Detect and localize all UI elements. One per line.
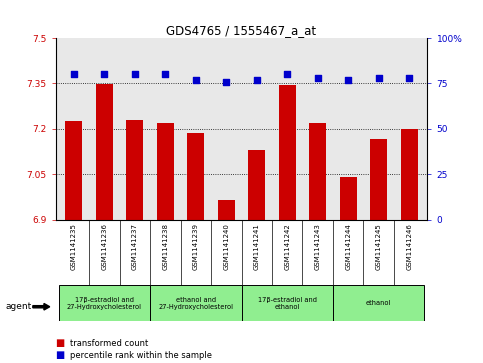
Point (100, 72, 108, 77)
Text: GSM1141244: GSM1141244 (345, 223, 351, 270)
Point (222, 79, 230, 85)
Bar (340, 177, 356, 220)
Point (161, 72, 169, 77)
Bar (96, 84, 113, 220)
Text: agent: agent (6, 302, 32, 311)
Point (284, 72, 291, 77)
Text: GSM1141241: GSM1141241 (254, 223, 260, 270)
Bar (279, 85, 296, 220)
Bar (218, 200, 235, 220)
Point (253, 77, 261, 83)
Text: GSM1141245: GSM1141245 (376, 223, 382, 270)
Text: GSM1141237: GSM1141237 (132, 223, 138, 270)
Point (375, 75, 383, 81)
Bar (127, 121, 143, 220)
Bar (370, 139, 387, 220)
Bar (242, 285, 333, 321)
Point (192, 77, 199, 83)
Point (405, 75, 413, 81)
Point (344, 77, 352, 83)
Point (131, 72, 139, 77)
Text: transformed count: transformed count (70, 339, 148, 347)
Text: GSM1141236: GSM1141236 (101, 223, 107, 270)
Bar (333, 285, 425, 321)
Bar (248, 150, 265, 220)
Text: GSM1141246: GSM1141246 (406, 223, 412, 270)
Text: GSM1141240: GSM1141240 (223, 223, 229, 270)
Point (314, 75, 322, 81)
Text: ■: ■ (56, 350, 65, 360)
Bar (309, 123, 326, 220)
Text: ethanol: ethanol (366, 300, 391, 306)
Text: percentile rank within the sample: percentile rank within the sample (70, 351, 212, 359)
Text: GSM1141242: GSM1141242 (284, 223, 290, 270)
Bar (187, 134, 204, 220)
Text: GSM1141235: GSM1141235 (71, 223, 77, 270)
Bar (58, 285, 150, 321)
Bar (401, 129, 417, 220)
Text: GSM1141243: GSM1141243 (315, 223, 321, 270)
Text: ethanol and
27-Hydroxycholesterol: ethanol and 27-Hydroxycholesterol (158, 297, 233, 310)
Bar (150, 285, 242, 321)
Title: GDS4765 / 1555467_a_at: GDS4765 / 1555467_a_at (167, 24, 316, 37)
Text: GSM1141239: GSM1141239 (193, 223, 199, 270)
Text: 17β-estradiol and
ethanol: 17β-estradiol and ethanol (258, 297, 317, 310)
Bar (157, 123, 174, 220)
Text: GSM1141238: GSM1141238 (162, 223, 168, 270)
Point (70, 72, 78, 77)
Text: ■: ■ (56, 338, 65, 348)
Bar (66, 121, 82, 220)
Text: 17β-estradiol and
27-Hydroxycholesterol: 17β-estradiol and 27-Hydroxycholesterol (67, 297, 142, 310)
